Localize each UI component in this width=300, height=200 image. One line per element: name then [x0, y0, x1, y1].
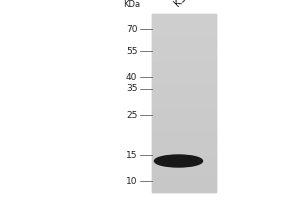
Bar — [152, 47, 216, 50]
Bar — [152, 143, 216, 145]
Bar — [152, 45, 216, 47]
Bar — [152, 174, 216, 176]
Bar — [152, 163, 216, 165]
Bar — [152, 67, 216, 70]
Bar — [152, 90, 216, 92]
Bar — [152, 30, 216, 32]
Bar — [152, 58, 216, 61]
Bar — [152, 61, 216, 63]
Bar — [152, 38, 216, 41]
Bar — [152, 172, 216, 174]
Bar — [152, 34, 216, 36]
Bar — [152, 21, 216, 23]
Bar — [152, 107, 216, 110]
Bar — [152, 76, 216, 79]
Bar — [152, 14, 216, 16]
Bar — [152, 112, 216, 114]
Bar — [152, 134, 216, 136]
Bar — [152, 154, 216, 156]
Bar — [152, 181, 216, 183]
Bar — [152, 183, 216, 185]
Text: 40: 40 — [126, 72, 137, 82]
Bar — [152, 103, 216, 105]
Bar — [152, 27, 216, 30]
Bar — [152, 16, 216, 18]
Bar — [152, 176, 216, 179]
Bar — [152, 25, 216, 27]
Bar — [152, 110, 216, 112]
Bar — [152, 179, 216, 181]
Bar — [152, 94, 216, 96]
Bar — [152, 145, 216, 148]
Bar — [152, 23, 216, 25]
Bar — [152, 170, 216, 172]
Bar — [152, 56, 216, 58]
Ellipse shape — [154, 155, 202, 167]
Bar — [152, 101, 216, 103]
Text: KDa: KDa — [123, 0, 141, 9]
Bar — [152, 72, 216, 74]
Bar — [152, 105, 216, 107]
Bar — [152, 125, 216, 127]
Bar — [152, 52, 216, 54]
Bar — [152, 121, 216, 123]
Bar — [152, 99, 216, 101]
Bar — [152, 119, 216, 121]
Bar — [152, 132, 216, 134]
Bar — [152, 18, 216, 21]
Bar — [152, 50, 216, 52]
Bar — [152, 43, 216, 45]
Bar — [152, 165, 216, 168]
Bar — [152, 136, 216, 139]
Bar — [152, 188, 216, 190]
Bar — [152, 127, 216, 130]
Bar — [152, 150, 216, 152]
Bar — [152, 159, 216, 161]
Text: K562: K562 — [172, 0, 197, 8]
Bar — [152, 156, 216, 159]
Bar — [152, 96, 216, 99]
Bar — [152, 65, 216, 67]
Bar — [152, 70, 216, 72]
Text: 15: 15 — [126, 150, 137, 160]
Bar — [152, 116, 216, 119]
Bar — [152, 54, 216, 56]
Bar — [152, 152, 216, 154]
Bar — [152, 168, 216, 170]
Bar — [152, 130, 216, 132]
Bar — [152, 148, 216, 150]
Bar — [152, 190, 216, 192]
Text: 10: 10 — [126, 176, 137, 186]
Bar — [152, 14, 216, 192]
Bar — [152, 161, 216, 163]
Bar — [152, 87, 216, 90]
Text: 55: 55 — [126, 46, 137, 55]
Bar — [152, 139, 216, 141]
Bar — [152, 36, 216, 38]
Text: 35: 35 — [126, 84, 137, 93]
Bar — [152, 41, 216, 43]
Bar — [152, 74, 216, 76]
Bar — [152, 32, 216, 34]
Bar — [152, 123, 216, 125]
Bar — [152, 92, 216, 94]
Text: 25: 25 — [126, 110, 137, 119]
Bar — [152, 79, 216, 81]
Bar — [152, 83, 216, 85]
Bar — [152, 185, 216, 188]
Bar — [152, 114, 216, 116]
Bar — [152, 141, 216, 143]
Bar — [152, 63, 216, 65]
Bar — [152, 81, 216, 83]
Text: 70: 70 — [126, 24, 137, 33]
Bar — [152, 85, 216, 87]
